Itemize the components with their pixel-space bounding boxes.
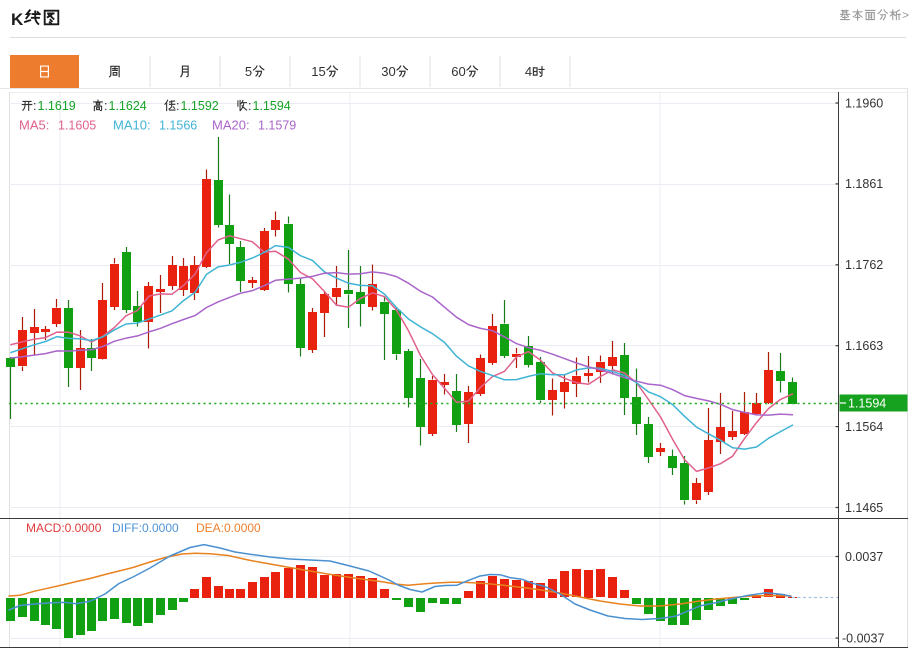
svg-text:1.1594: 1.1594 [253, 99, 291, 113]
svg-text::: : [248, 99, 251, 113]
svg-text:1.1564: 1.1564 [845, 420, 883, 434]
svg-text:1.1594: 1.1594 [848, 397, 886, 411]
svg-text:60: 60 [451, 64, 465, 79]
svg-text::: : [104, 99, 107, 113]
svg-text:1.1605: 1.1605 [58, 119, 96, 133]
svg-text:1.1619: 1.1619 [38, 99, 76, 113]
svg-text:MA10:: MA10: [113, 118, 151, 133]
svg-text:MACD:0.0000: MACD:0.0000 [26, 521, 102, 535]
svg-text:>: > [902, 8, 909, 22]
svg-text:MA20:: MA20: [212, 118, 250, 133]
svg-text:1.1566: 1.1566 [159, 119, 197, 133]
svg-text:1.1465: 1.1465 [845, 501, 883, 515]
svg-text:1.1762: 1.1762 [845, 258, 883, 272]
svg-text:15: 15 [311, 64, 325, 79]
svg-text:K: K [11, 10, 24, 29]
svg-text:4: 4 [525, 64, 532, 79]
svg-text:DIFF:0.0000: DIFF:0.0000 [112, 521, 179, 535]
svg-text:1.1960: 1.1960 [845, 96, 883, 110]
svg-text:5: 5 [245, 64, 252, 79]
svg-text:MA5:: MA5: [19, 118, 49, 133]
svg-text:1.1861: 1.1861 [845, 177, 883, 191]
svg-text:1.1579: 1.1579 [258, 119, 296, 133]
svg-text:30: 30 [381, 64, 395, 79]
svg-text:0.0037: 0.0037 [845, 550, 883, 564]
svg-text:-0.0037: -0.0037 [842, 631, 884, 645]
svg-text::: : [176, 99, 179, 113]
svg-text:DEA:0.0000: DEA:0.0000 [196, 521, 261, 535]
svg-text::: : [33, 99, 36, 113]
svg-text:1.1592: 1.1592 [181, 99, 219, 113]
svg-text:1.1624: 1.1624 [109, 99, 147, 113]
svg-text:1.1663: 1.1663 [845, 339, 883, 353]
